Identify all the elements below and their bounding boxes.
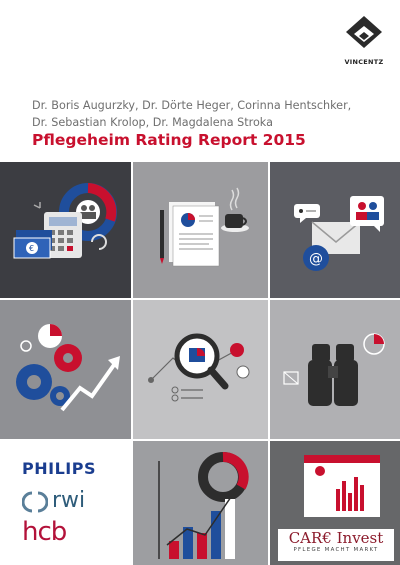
- coffee-cup-icon: [221, 187, 249, 232]
- email-at-icon: @: [303, 245, 329, 271]
- hcb-logo: hcb: [22, 517, 67, 547]
- tile-careinvest: CAR€ Invest PFLEGE MACHT MARKT: [270, 441, 400, 565]
- publisher-name: VINCENTZ: [344, 58, 384, 66]
- careinvest-name: CAR€ Invest: [288, 529, 384, 547]
- tile-documents: [133, 162, 268, 298]
- tile-growth: [0, 300, 131, 439]
- gear-outline-icon: [20, 340, 32, 352]
- vincentz-logo-icon: [346, 16, 382, 48]
- binoculars-icon: [308, 344, 358, 406]
- author-line-1: Dr. Boris Augurzky, Dr. Dörte Heger, Cor…: [32, 99, 352, 112]
- contacts-icon: [350, 196, 384, 232]
- growth-arrow-icon: [60, 356, 120, 412]
- document-icon: [169, 202, 220, 267]
- publisher-logo: VINCENTZ: [338, 12, 390, 68]
- careinvest-tagline: PFLEGE MACHT MARKT: [293, 547, 379, 553]
- svg-text:€: €: [29, 244, 34, 253]
- refresh-icon: [91, 234, 107, 250]
- tile-statistics: [133, 441, 268, 565]
- money-icon: €: [13, 230, 52, 259]
- tile-communication: @: [270, 162, 400, 298]
- rwi-logo: rwi: [52, 488, 86, 513]
- gears-icon: [16, 344, 82, 406]
- cover-header: VINCENTZ Dr. Boris Augurzky, Dr. Dörte H…: [0, 0, 400, 162]
- sparkle-icon: [33, 202, 41, 209]
- illustration-grid: €: [0, 162, 400, 565]
- author-list: Dr. Boris Augurzky, Dr. Dörte Heger, Cor…: [32, 97, 392, 131]
- report-title: Pflegeheim Rating Report 2015: [32, 131, 306, 149]
- chat-bubble-icon: [294, 204, 320, 223]
- pie-chart-icon: [38, 324, 62, 348]
- pen-icon: [160, 210, 164, 264]
- laptop-icon: [304, 455, 380, 517]
- careinvest-logo: CAR€ Invest PFLEGE MACHT MARKT: [278, 529, 394, 561]
- bar-chart-icon: [158, 461, 235, 559]
- tile-finance: €: [0, 162, 131, 298]
- magnifier-icon: [174, 333, 229, 390]
- philips-logo: PHILIPS: [22, 459, 96, 478]
- image-frame-icon: [283, 371, 299, 385]
- tile-analysis: [133, 300, 268, 439]
- checklist-icon: [171, 386, 203, 402]
- tile-partners: PHILIPS rwi hcb: [0, 441, 131, 565]
- donut-chart-icon: [198, 452, 249, 502]
- svg-text:@: @: [309, 251, 323, 267]
- tile-outlook: [270, 300, 400, 439]
- author-line-2: Dr. Sebastian Krolop, Dr. Magdalena Stro…: [32, 116, 273, 129]
- rwi-logo-icon: [22, 491, 48, 513]
- pie-chart-icon: [363, 333, 385, 355]
